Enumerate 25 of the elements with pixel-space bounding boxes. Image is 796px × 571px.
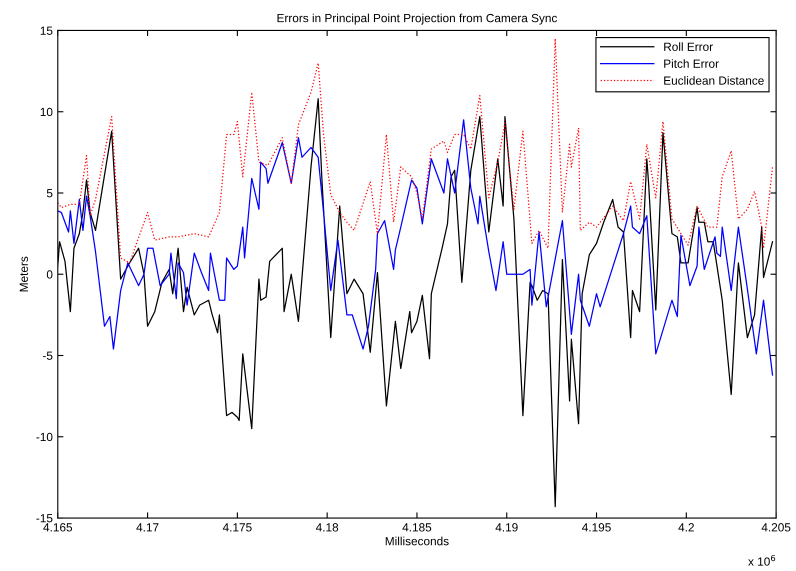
- x-tick-label: 4.2: [678, 523, 694, 532]
- legend-label: Roll Error: [664, 42, 713, 51]
- x-tick-label: 4.185: [402, 523, 432, 532]
- y-axis-title: Meters: [20, 256, 28, 292]
- legend-label: Pitch Error: [664, 59, 719, 68]
- y-tick-label: -10: [36, 432, 52, 442]
- x-tick-label: 4.19: [496, 523, 518, 532]
- y-tick-label: 0: [46, 270, 52, 279]
- line-series: [58, 38, 774, 264]
- x-tick-label: 4.175: [222, 523, 252, 532]
- y-tick-label: -5: [42, 352, 52, 360]
- legend-label: Euclidean Distance: [664, 76, 764, 85]
- x-tick-label: 4.18: [316, 523, 338, 532]
- x-tick-label: 4.205: [762, 523, 790, 532]
- y-tick-label: 10: [40, 108, 52, 116]
- x-tick-label: 4.195: [582, 523, 611, 532]
- x-tick-label: 4.17: [136, 523, 158, 532]
- line-series: [58, 119, 774, 376]
- text: x 10$^{6}$: [748, 554, 776, 566]
- y-tick-label: 5: [46, 189, 52, 198]
- y-tick-label: -15: [36, 514, 52, 522]
- x-axis-title: Milliseconds: [386, 536, 449, 546]
- x-tick-label: 4.165: [43, 523, 72, 532]
- y-tick-label: 15: [40, 26, 52, 35]
- chart-title: Errors in Principal Point Projection from Camera Sync: [278, 14, 558, 25]
